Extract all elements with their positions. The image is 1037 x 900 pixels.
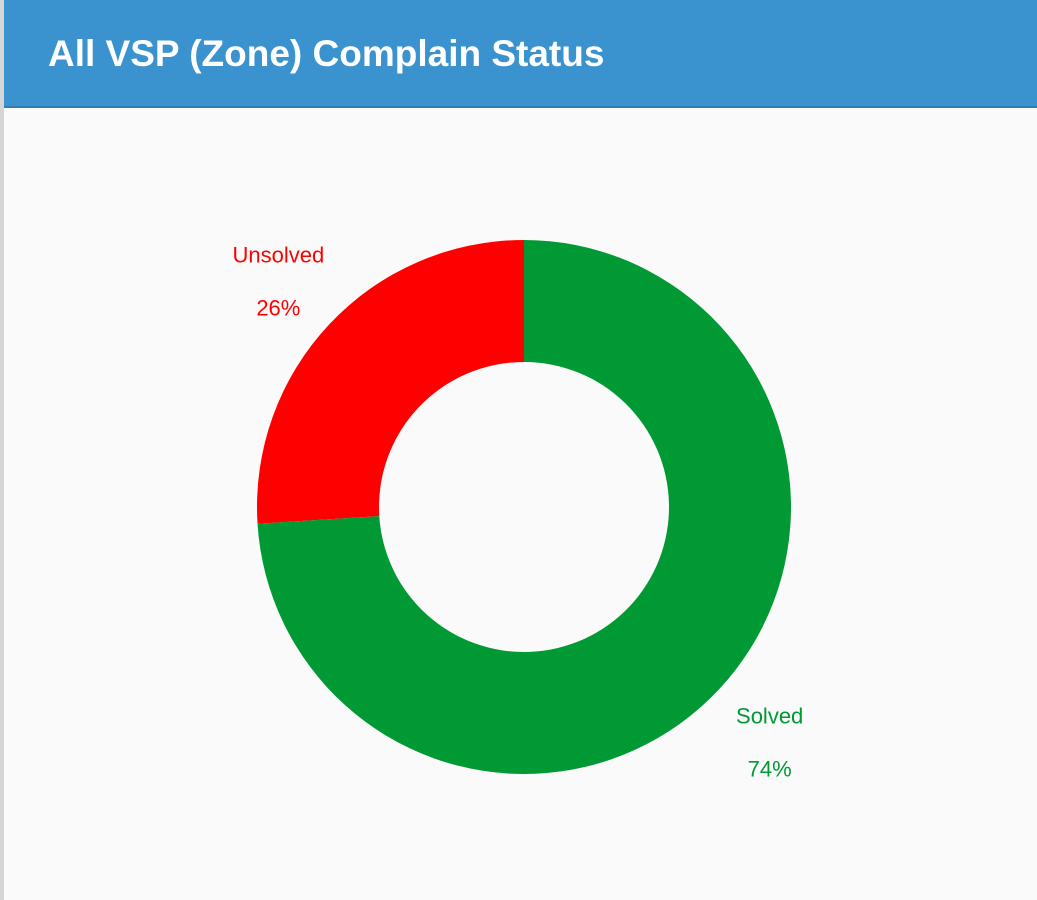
donut-slices bbox=[257, 240, 791, 775]
slice-solved[interactable] bbox=[257, 240, 791, 775]
slice-percent-unsolved: 26% bbox=[256, 295, 300, 320]
slice-label-solved: Solved bbox=[736, 704, 803, 729]
panel-header: All VSP (Zone) Complain Status bbox=[4, 0, 1037, 108]
donut-labels: Unsolved 26% Solved 74% bbox=[232, 242, 803, 781]
panel-title: All VSP (Zone) Complain Status bbox=[48, 33, 605, 74]
slice-percent-solved: 74% bbox=[748, 757, 792, 782]
slice-label-unsolved: Unsolved bbox=[232, 242, 324, 267]
donut-chart: Unsolved 26% Solved 74% bbox=[232, 240, 803, 782]
slice-unsolved[interactable] bbox=[257, 240, 524, 524]
